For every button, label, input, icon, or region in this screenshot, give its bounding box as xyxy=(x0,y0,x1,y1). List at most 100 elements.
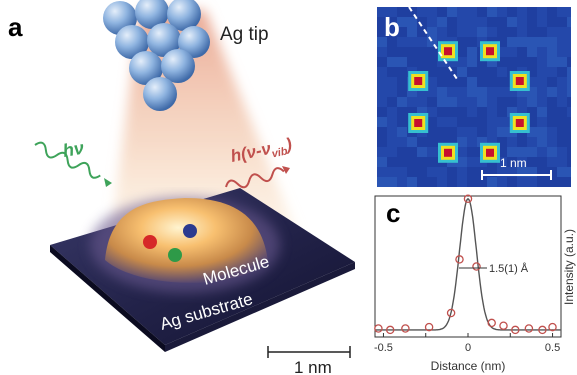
noise-pixel xyxy=(477,97,487,107)
noise-pixel xyxy=(507,27,517,37)
noise-pixel xyxy=(467,37,477,47)
noise-pixel xyxy=(537,147,547,157)
noise-pixel xyxy=(437,137,447,147)
noise-pixel xyxy=(497,177,507,187)
noise-pixel xyxy=(547,7,557,17)
noise-pixel xyxy=(457,107,467,117)
noise-pixel xyxy=(407,137,417,147)
outgoing-photon-wave xyxy=(225,167,285,189)
noise-pixel xyxy=(467,7,477,17)
noise-pixel xyxy=(427,167,437,177)
noise-pixel xyxy=(547,117,557,127)
noise-pixel xyxy=(427,177,437,187)
noise-pixel xyxy=(547,77,557,87)
noise-pixel xyxy=(517,147,527,157)
noise-pixel xyxy=(427,97,437,107)
noise-pixel xyxy=(537,27,547,37)
noise-pixel xyxy=(447,7,457,17)
noise-pixel xyxy=(527,107,537,117)
noise-pixel xyxy=(467,127,477,137)
noise-pixel xyxy=(497,97,507,107)
noise-pixel xyxy=(447,17,457,27)
noise-pixel xyxy=(397,47,407,57)
noise-pixel xyxy=(417,7,427,17)
noise-pixel xyxy=(447,127,457,137)
noise-pixel xyxy=(487,7,497,17)
noise-pixel xyxy=(467,167,477,177)
noise-pixel xyxy=(457,7,467,17)
noise-pixel xyxy=(467,157,477,167)
noise-pixel xyxy=(527,147,537,157)
noise-pixel xyxy=(437,107,447,117)
noise-pixel xyxy=(487,57,497,67)
noise-pixel xyxy=(557,27,567,37)
noise-pixel xyxy=(547,17,557,27)
noise-pixel xyxy=(437,27,447,37)
noise-pixel xyxy=(417,47,427,57)
noise-pixel xyxy=(527,67,537,77)
noise-pixel xyxy=(467,177,477,187)
noise-pixel xyxy=(497,127,507,137)
noise-pixel xyxy=(457,87,467,97)
noise-pixel xyxy=(437,57,447,67)
noise-pixel xyxy=(497,27,507,37)
substrate-edge-right xyxy=(165,262,355,352)
panel-c-ticks: -0.5 0 0.5 xyxy=(374,333,560,354)
noise-pixel xyxy=(427,127,437,137)
panel-c-points xyxy=(374,194,557,335)
noise-pixel xyxy=(427,17,437,27)
noise-pixel xyxy=(557,137,567,147)
noise-pixel xyxy=(397,67,407,77)
noise-pixel xyxy=(487,77,497,87)
noise-pixel xyxy=(457,177,467,187)
gaussian-fit-line xyxy=(375,197,561,331)
molecule-mound xyxy=(105,198,268,283)
noise-pixel xyxy=(567,47,571,57)
data-point xyxy=(446,308,456,318)
noise-pixel xyxy=(527,97,537,107)
noise-pixel xyxy=(427,57,437,67)
noise-pixel xyxy=(537,117,547,127)
noise-pixel xyxy=(377,177,387,187)
noise-pixel xyxy=(447,137,457,147)
noise-pixel xyxy=(487,107,497,117)
noise-pixel xyxy=(377,97,387,107)
data-point xyxy=(499,321,508,330)
noise-pixel xyxy=(467,77,477,87)
noise-pixel xyxy=(407,107,417,117)
noise-pixel xyxy=(547,107,557,117)
noise-pixel xyxy=(557,47,567,57)
noise-pixel xyxy=(397,127,407,137)
noise-pixel xyxy=(517,57,527,67)
data-point xyxy=(538,325,547,335)
noise-pixel xyxy=(397,17,407,27)
data-point xyxy=(374,324,383,333)
data-point xyxy=(463,194,473,204)
noise-pixel xyxy=(447,177,457,187)
noise-pixel xyxy=(517,17,527,27)
noise-pixel xyxy=(467,17,477,27)
noise-pixel xyxy=(567,67,571,77)
x-tick-label: 0 xyxy=(465,342,471,354)
noise-pixel xyxy=(537,7,547,17)
noise-pixel xyxy=(417,17,427,27)
noise-pixel xyxy=(477,67,487,77)
noise-pixel xyxy=(377,67,387,77)
noise-pixel xyxy=(427,87,437,97)
panel-b-stm-image: 1 nm xyxy=(377,7,571,187)
noise-pixel xyxy=(417,27,427,37)
noise-pixel xyxy=(427,7,437,17)
noise-pixel xyxy=(387,77,397,87)
noise-pixel xyxy=(487,87,497,97)
noise-pixel xyxy=(517,47,527,57)
panel-a-letter: a xyxy=(8,12,23,42)
noise-pixel xyxy=(437,127,447,137)
noise-pixel xyxy=(417,137,427,147)
noise-pixel xyxy=(377,137,387,147)
noise-pixel xyxy=(547,57,557,67)
noise-pixel xyxy=(387,7,397,17)
noise-pixel xyxy=(457,137,467,147)
panel-a-scale-label: 1 nm xyxy=(294,358,332,375)
noise-pixel xyxy=(477,57,487,67)
noise-pixel xyxy=(377,117,387,127)
